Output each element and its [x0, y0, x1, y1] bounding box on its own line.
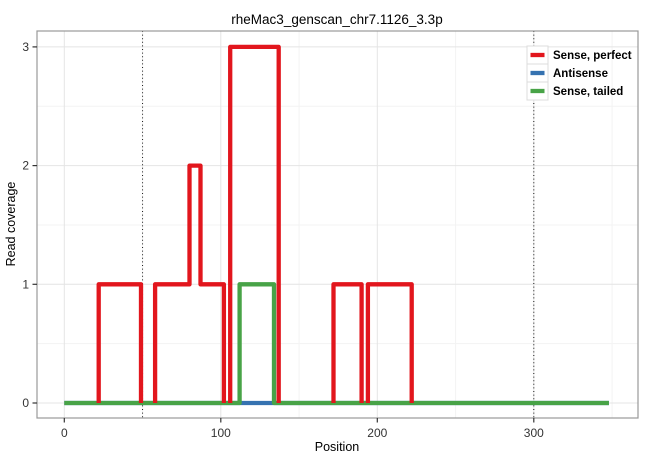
- axis-ticks: [32, 46, 535, 423]
- y-tick-label: 0: [22, 396, 29, 410]
- x-tick-label: 200: [367, 426, 387, 440]
- gridlines-minor: [37, 31, 638, 418]
- series-line-sense-perfect: [228, 44, 281, 403]
- axis-tick-labels: 0 100 200 300 0 1 2 3: [22, 40, 544, 440]
- series-line-sense-perfect: [152, 163, 227, 403]
- series-line-sense-perfect: [365, 282, 414, 403]
- series-line-sense-tailed: [64, 282, 609, 406]
- series-lines: [64, 44, 609, 406]
- x-axis-title: Position: [315, 440, 360, 454]
- x-tick-label: 0: [61, 426, 68, 440]
- legend-entry: Antisense: [526, 63, 608, 83]
- legend-entry-label: Sense, perfect: [553, 50, 632, 62]
- legend-entry-label: Sense, tailed: [553, 86, 623, 98]
- legend-entry: Sense, perfect: [526, 45, 632, 65]
- legend-entry-label: Antisense: [553, 68, 608, 80]
- plot-title: rheMac3_genscan_chr7.1126_3.3p: [231, 12, 442, 27]
- x-tick-label: 300: [524, 426, 544, 440]
- panel-border: [36, 30, 639, 419]
- series-line-sense-perfect: [331, 282, 364, 403]
- legend: Sense, perfect Antisense Sense, tailed: [526, 45, 632, 101]
- series-line-sense-perfect: [96, 282, 144, 403]
- y-tick-label: 2: [22, 159, 29, 173]
- y-tick-label: 1: [22, 277, 29, 291]
- x-tick-label: 100: [211, 426, 231, 440]
- legend-entry: Sense, tailed: [526, 81, 623, 101]
- y-axis-title: Read coverage: [4, 182, 18, 267]
- y-tick-label: 3: [22, 40, 29, 54]
